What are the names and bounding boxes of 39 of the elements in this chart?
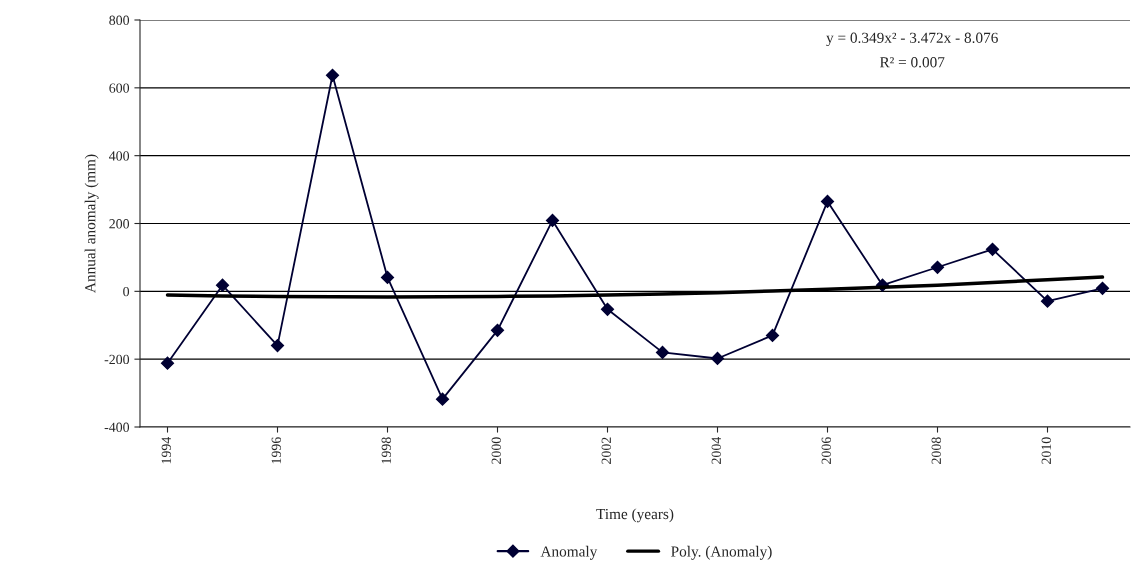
point bbox=[765, 328, 780, 343]
annotation: R² = 0.007 bbox=[879, 57, 945, 68]
point bbox=[1095, 281, 1110, 295]
y-axis-title: Annual anomaly (mm) bbox=[84, 154, 99, 293]
x-axis-title: Time (years) bbox=[596, 508, 674, 523]
point bbox=[160, 356, 175, 370]
x-tick-label: 2008 bbox=[931, 437, 941, 464]
x-tick-label: 2010 bbox=[1041, 437, 1051, 464]
y-tick-label: -400 bbox=[104, 422, 130, 432]
x-tick-label: 2002 bbox=[601, 437, 611, 464]
legend-label: Poly. (Anomaly) bbox=[671, 545, 772, 560]
y-tick-label: -200 bbox=[104, 354, 130, 365]
x-tick-label: 1994 bbox=[161, 436, 171, 464]
point bbox=[545, 213, 560, 228]
point bbox=[930, 260, 945, 274]
x-tick-label: 1996 bbox=[271, 437, 281, 464]
legend-label: Anomaly bbox=[540, 545, 598, 560]
y-tick-label: 800 bbox=[109, 15, 130, 25]
point bbox=[655, 345, 670, 359]
point bbox=[820, 194, 835, 209]
annotation: y = 0.349x² - 3.472x - 8.076 bbox=[826, 32, 998, 47]
x-tick-label: 2006 bbox=[821, 437, 831, 464]
point bbox=[215, 278, 230, 292]
y-tick-label: 200 bbox=[109, 219, 130, 229]
point bbox=[710, 351, 725, 366]
point bbox=[380, 270, 395, 285]
point bbox=[1040, 294, 1055, 308]
y-tick-label: 400 bbox=[109, 151, 130, 161]
y-tick-label: 0 bbox=[123, 286, 130, 297]
point bbox=[435, 392, 450, 406]
y-tick-label: 600 bbox=[109, 83, 130, 93]
point bbox=[985, 242, 1000, 256]
point bbox=[270, 339, 285, 353]
point bbox=[490, 323, 505, 337]
x-tick-label: 2004 bbox=[711, 436, 721, 464]
x-tick-label: 2000 bbox=[491, 437, 501, 464]
point bbox=[600, 302, 615, 316]
x-tick-label: 1998 bbox=[381, 437, 391, 464]
point bbox=[325, 68, 340, 82]
